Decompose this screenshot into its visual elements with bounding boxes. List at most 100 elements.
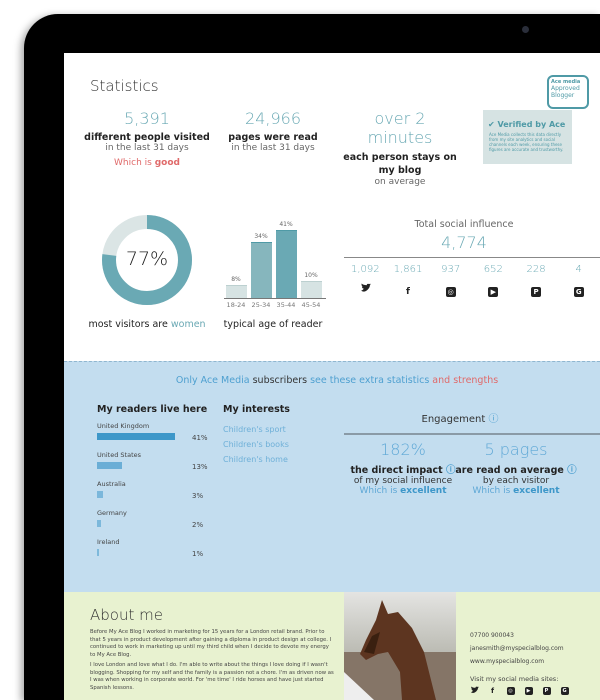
x-axis	[224, 298, 326, 299]
engagement-sub: of my social influence	[353, 476, 453, 486]
note-prefix: Which is	[114, 158, 152, 168]
country-name: Australia	[97, 480, 126, 488]
engagement-title: Engagement	[421, 414, 486, 425]
social-stat[interactable]: 1,861 f	[387, 264, 430, 297]
age-bar-label: 10%	[304, 272, 318, 280]
verified-text: Verified by Ace	[497, 120, 566, 129]
contact-website[interactable]: www.myspecialblog.com	[470, 658, 545, 665]
divider	[344, 257, 600, 258]
stat-value: over 2 minutes	[367, 109, 433, 147]
youtube-icon[interactable]: ▶	[524, 686, 533, 695]
age-chart-label: typical age of reader	[223, 319, 323, 330]
country-bar	[97, 491, 103, 498]
verified-title: ✔ Verified by Ace	[488, 120, 572, 129]
social-value: 652	[483, 264, 503, 275]
reader-country: United Kingdom 41%	[97, 422, 217, 451]
age-bar-label: 34%	[254, 232, 268, 240]
instagram-icon[interactable]: ◎	[445, 287, 456, 297]
social-value: 1,861	[393, 264, 423, 275]
interest-link[interactable]: Children's sport	[223, 425, 286, 434]
gender-word: women	[170, 319, 206, 330]
note-word: excellent	[400, 486, 447, 496]
social-title: Total social influence	[414, 219, 514, 230]
gender-label: most visitors are	[88, 319, 168, 330]
social-total: 4,774	[441, 233, 487, 252]
age-tick-label: 35-44	[276, 301, 296, 309]
google-plus-icon[interactable]: G	[573, 287, 584, 298]
sub-text-a: Only Ace Media	[175, 375, 250, 386]
age-tick-label: 18-24	[226, 301, 246, 309]
stat-time: over 2 minutes each person stays on my b…	[342, 109, 458, 187]
instagram-icon[interactable]: ◎	[506, 686, 515, 695]
brand-logo: Ace media	[551, 79, 581, 85]
check-icon: ✔	[488, 120, 495, 129]
reader-country: Germany 2%	[97, 509, 217, 538]
age-tick-label: 45-54	[301, 301, 321, 309]
interests-list: Children's sport Children's books Children…	[223, 422, 289, 467]
note-prefix: Which is	[472, 486, 511, 496]
about-paragraph: Before My Ace Blog I worked in marketing…	[90, 629, 332, 658]
social-stat[interactable]: 1,092	[344, 264, 387, 294]
google-plus-icon[interactable]: G	[560, 686, 569, 695]
about-section: About me Before My Ace Blog I worked in …	[64, 592, 600, 700]
country-percent: 1%	[192, 550, 204, 558]
screen: Statistics 5,391 different people visite…	[64, 53, 600, 700]
age-bar-label: 8%	[231, 275, 241, 283]
note-prefix: Which is	[359, 486, 398, 496]
donut-value: 77%	[125, 248, 169, 270]
age-bar	[251, 241, 272, 298]
note-word: excellent	[513, 486, 560, 496]
engagement-stat: 5 pages are read on average ⓘ by each visi…	[455, 440, 576, 496]
about-paragraph: I love London and love what I do. I'm ab…	[90, 662, 334, 691]
facebook-icon[interactable]: f	[406, 287, 410, 297]
stat-label: different people visited	[84, 132, 210, 143]
country-percent: 13%	[192, 463, 208, 471]
stat-pages: 24,966 pages were read in the last 31 da…	[228, 109, 317, 153]
engagement-label: are read on average	[455, 465, 564, 476]
twitter-icon[interactable]	[470, 686, 479, 695]
info-icon[interactable]: ⓘ	[567, 465, 577, 476]
about-title: About me	[90, 606, 163, 624]
age-bar	[301, 281, 322, 298]
stat-label: pages were read	[228, 132, 318, 143]
stat-value: 24,966	[245, 109, 301, 128]
stat-sub: in the last 31 days	[231, 143, 315, 153]
country-percent: 41%	[192, 434, 208, 442]
country-name: United States	[97, 451, 142, 459]
readers-list: United Kingdom 41% United States 13% Austral…	[97, 422, 217, 567]
social-stat[interactable]: 652 ▶	[472, 264, 515, 297]
interest-link[interactable]: Children's home	[223, 455, 288, 464]
gender-donut	[102, 215, 192, 305]
about-social-icons: f ◎ ▶ P G	[470, 686, 569, 695]
readers-title: My readers live here	[97, 404, 208, 415]
social-value: 4	[575, 264, 582, 275]
reader-country: United States 13%	[97, 451, 217, 480]
interests-title: My interests	[223, 404, 290, 415]
interest-link[interactable]: Children's books	[223, 440, 289, 449]
age-chart: 8% 18-24 34% 25-34 41% 35-44 10% 45-54	[224, 218, 328, 313]
country-bar	[97, 462, 122, 469]
pinterest-icon[interactable]: P	[531, 287, 542, 298]
twitter-icon[interactable]	[360, 283, 371, 294]
contact-email[interactable]: janesmith@myspecialblog.com	[470, 645, 564, 652]
stat-sub: in the last 31 days	[105, 143, 189, 153]
stat-label: each person stays on my blog	[343, 152, 457, 176]
facebook-icon[interactable]: f	[490, 686, 495, 695]
page-title: Statistics	[90, 77, 159, 95]
sub-text-d: and strengths	[432, 375, 499, 386]
pinterest-icon[interactable]: P	[542, 686, 551, 695]
info-icon[interactable]: ⓘ	[446, 465, 456, 476]
social-value: 937	[441, 264, 461, 275]
reader-country: Ireland 1%	[97, 538, 217, 567]
youtube-icon[interactable]: ▶	[488, 287, 499, 298]
age-bar	[226, 284, 247, 298]
age-tick-label: 25-34	[251, 301, 271, 309]
country-name: Ireland	[97, 538, 120, 546]
info-icon[interactable]: ⓘ	[488, 414, 499, 425]
country-bar	[97, 520, 101, 527]
social-stat[interactable]: 937 ◎	[429, 264, 472, 297]
engagement-stat: 182% the direct impact ⓘ of my social infl…	[350, 440, 455, 496]
social-stat[interactable]: 228 P	[515, 264, 558, 297]
engagement-label: the direct impact	[350, 465, 443, 476]
